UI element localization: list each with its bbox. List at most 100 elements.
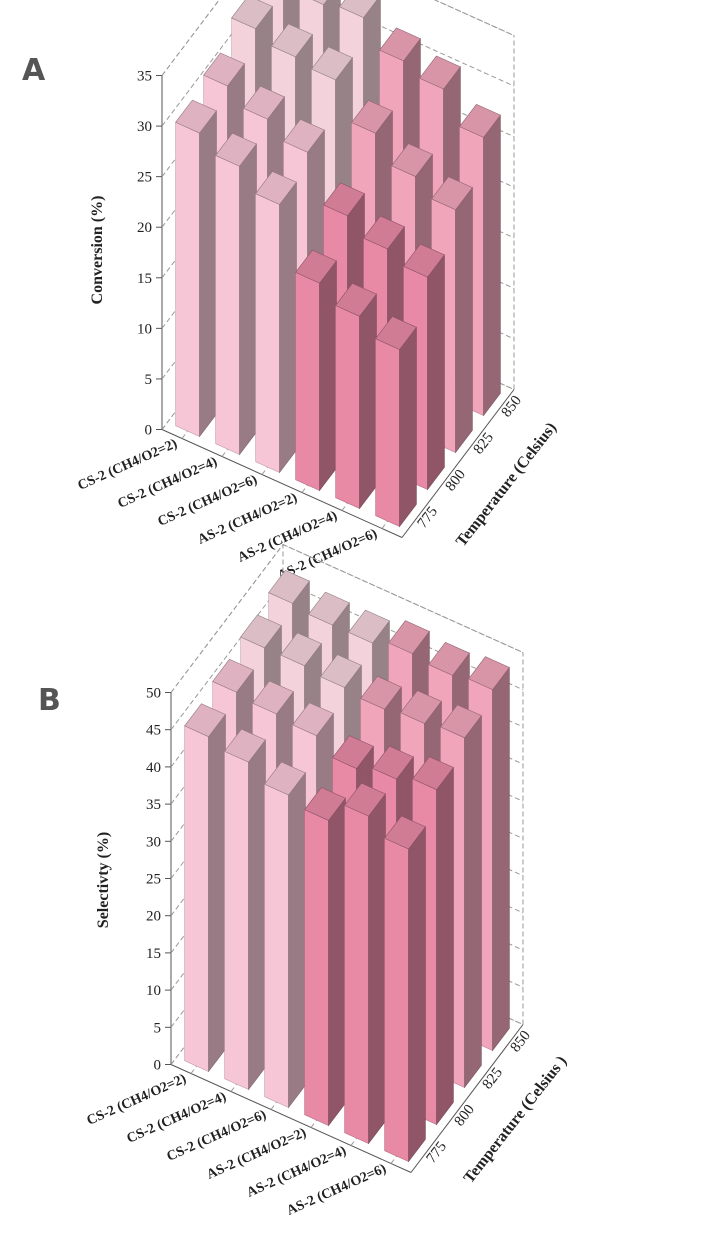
bar-side-face xyxy=(279,181,297,474)
temperature-tick-label: 800 xyxy=(452,1102,478,1130)
bar-top-face xyxy=(264,761,306,796)
bar-top-face xyxy=(224,728,266,763)
bar-front-face xyxy=(304,809,329,1126)
bar-side-face xyxy=(483,114,501,417)
bar-top-face xyxy=(292,702,334,737)
bar-top-face xyxy=(175,99,217,134)
bar-top-face xyxy=(384,815,426,850)
bar-top-face xyxy=(419,55,461,90)
bar-side-face xyxy=(208,713,226,1073)
bar-side-face xyxy=(436,766,454,1126)
temperature-tick-label: 800 xyxy=(443,467,469,495)
bar-side-face xyxy=(199,109,217,438)
bars xyxy=(175,0,501,528)
bar-side-face xyxy=(319,260,337,492)
bar-top-face xyxy=(391,143,433,177)
bar-side-face xyxy=(328,797,346,1127)
z-tick-label: 35 xyxy=(137,69,152,85)
floor-edge xyxy=(170,1064,412,1173)
temperature-tick-label: 775 xyxy=(424,1139,450,1167)
temperature-axis-title: Temperature (Celsius) xyxy=(453,419,560,550)
bar xyxy=(175,99,217,438)
bar-front-face xyxy=(384,837,409,1162)
bar-top-face xyxy=(320,654,362,688)
bar-side-face xyxy=(408,825,426,1163)
bar-top-face xyxy=(344,782,386,817)
bar-front-face xyxy=(184,725,209,1072)
bar-top-face xyxy=(268,570,310,604)
bar-top-face xyxy=(283,118,325,153)
bar-top-face xyxy=(403,243,445,278)
bar-top-face xyxy=(360,675,402,710)
bar-top-face xyxy=(375,316,417,350)
bar-top-face xyxy=(212,658,254,693)
z-tick-label: 5 xyxy=(154,1020,162,1036)
bar-top-face xyxy=(388,620,430,655)
bar-side-face xyxy=(239,143,257,456)
bar-top-face xyxy=(231,0,273,30)
bar-side-face xyxy=(368,793,386,1145)
bar-top-face xyxy=(379,27,421,62)
bar-front-face xyxy=(375,338,400,527)
z-tick-label: 25 xyxy=(146,872,161,888)
z-axis-title: Conversion (%) xyxy=(89,196,106,305)
z-tick-label: 50 xyxy=(146,686,161,702)
bar-front-face xyxy=(215,154,240,455)
bar-top-face xyxy=(339,0,378,18)
z-gridline xyxy=(170,543,524,693)
bar xyxy=(224,728,266,1091)
z-tick-label: 15 xyxy=(137,271,152,287)
z-tick-label: 30 xyxy=(137,119,152,135)
bar-side-face xyxy=(288,771,306,1109)
bar xyxy=(384,815,426,1163)
z-tick-label: 20 xyxy=(146,909,161,925)
bar xyxy=(215,132,257,456)
z-axis-title: Selectivty (%) xyxy=(95,832,112,928)
bar-top-face xyxy=(203,52,245,87)
bar-top-face xyxy=(240,614,282,649)
bar-top-face xyxy=(400,690,442,724)
bar-top-face xyxy=(252,680,294,715)
bar-top-face xyxy=(304,787,346,821)
bar xyxy=(295,249,337,492)
bar-front-face xyxy=(255,193,280,473)
z-tick-label: 5 xyxy=(145,372,153,388)
bar-front-face xyxy=(175,121,200,437)
bar xyxy=(184,703,226,1073)
bar-top-face xyxy=(372,745,414,780)
bar-top-face xyxy=(295,249,337,284)
bar-top-face xyxy=(332,735,374,769)
z-gridline xyxy=(161,0,515,127)
bars xyxy=(184,570,510,1163)
bar-front-face xyxy=(344,804,369,1144)
bar-side-face xyxy=(359,293,377,510)
panel-label-b: B xyxy=(38,683,61,718)
temperature-tick-label: 850 xyxy=(499,393,525,421)
bar-top-face xyxy=(280,632,322,667)
panel-label-a: A xyxy=(22,53,46,88)
temperature-tick-label: 825 xyxy=(480,1065,506,1093)
z-tick-label: 15 xyxy=(146,946,161,962)
z-tick-label: 20 xyxy=(137,220,152,236)
bar-top-face xyxy=(255,171,297,205)
temperature-tick-label: 775 xyxy=(415,504,441,532)
z-tick-label: 10 xyxy=(146,983,161,999)
bar-front-face xyxy=(264,783,289,1108)
bar-side-face xyxy=(455,186,473,454)
bar-side-face xyxy=(399,326,417,528)
bar-side-face xyxy=(248,739,266,1091)
bar-top-face xyxy=(412,756,454,791)
z-tick-label: 0 xyxy=(154,1058,162,1074)
bar-front-face xyxy=(295,271,320,491)
bar xyxy=(304,787,346,1127)
bar xyxy=(344,782,386,1145)
bar xyxy=(255,171,297,474)
bar-top-face xyxy=(215,132,257,167)
bar-top-face xyxy=(363,215,405,250)
z-tick-label: 30 xyxy=(146,834,161,850)
bar-top-face xyxy=(312,0,328,6)
bar-front-face xyxy=(335,305,360,509)
bar-top-face xyxy=(243,85,285,120)
